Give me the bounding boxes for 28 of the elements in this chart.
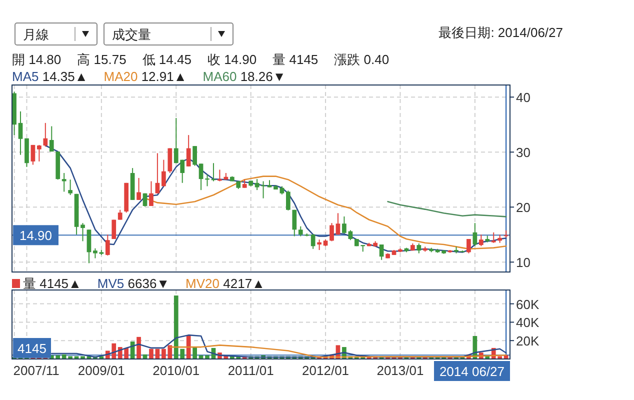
x-tick-label: 2007/11 (13, 363, 60, 378)
legend-label: 量 4145▲ (23, 276, 82, 291)
y-tick-label: 30 (516, 145, 530, 160)
y-tick-label: 20K (516, 334, 540, 349)
x-tick-label: 2011/01 (228, 363, 274, 378)
y-tick-label: 40K (516, 315, 540, 330)
ref-line-label: 2014 06/27 (439, 364, 505, 379)
x-tick-label: 2009/01 (78, 363, 125, 378)
y-tick-label: 10 (516, 255, 530, 270)
ref-line-label: 4145 (18, 341, 46, 356)
control-dropdown: 月線 (14, 22, 98, 46)
y-tick-label: 60K (516, 296, 540, 312)
text: 漲跌 0.40 (334, 52, 390, 67)
text: 收 14.90 (207, 52, 257, 67)
text: 最後日期: 2014/06/27 (438, 25, 563, 40)
text: 高 15.75 (77, 52, 126, 67)
text: 開 14.80 (12, 52, 62, 67)
control-dropdown: 成交量 (104, 22, 234, 46)
legend: 量 4145▲ MV5 6636▼ MV20 4217▲ (12, 276, 265, 291)
x-tick-label: 2013/01 (376, 363, 424, 378)
x-tick-label: 2012/01 (302, 363, 350, 378)
legend: MA5 14.35▲ MA20 12.91▲ MA60 18.26▼ (12, 69, 286, 84)
y-tick-label: 40 (516, 90, 530, 106)
x-tick-label: 2010/01 (152, 363, 200, 378)
y-tick-label: 20 (516, 200, 530, 216)
ref-line-label: 14.90 (19, 228, 52, 244)
text: 量 4145 (272, 52, 318, 67)
text: 低 14.45 (142, 52, 192, 67)
